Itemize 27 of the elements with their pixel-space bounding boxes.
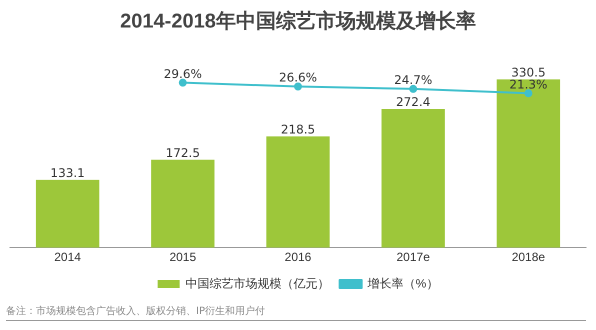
data-label: 218.5	[280, 122, 316, 137]
x-tick-label: 2015	[169, 250, 196, 264]
legend-label: 中国综艺市场规模（亿元）	[186, 276, 330, 290]
x-tick-label: 2018e	[512, 250, 546, 264]
data-label: 172.5	[166, 146, 200, 160]
point	[409, 84, 418, 93]
point	[294, 82, 302, 90]
data-label: 272.4	[396, 95, 430, 110]
bar	[151, 160, 214, 248]
data-label: 29.6%	[164, 66, 202, 81]
x-tick-label: 2017e	[396, 250, 430, 264]
point	[178, 78, 187, 87]
x-tick-label: 2014	[54, 250, 82, 264]
bar	[382, 108, 445, 248]
data-label: 133.1	[50, 166, 85, 180]
bar	[36, 180, 100, 248]
text: 备注：市场规模包含广告收入、版权分销、IP衍生和用户付	[6, 304, 586, 321]
x-tick-label: 2016	[284, 250, 312, 264]
data-label: 21.3%	[509, 77, 548, 92]
bar	[496, 79, 560, 248]
bar	[266, 136, 330, 248]
data-label: 24.7%	[394, 73, 432, 88]
data-label: 330.5	[511, 66, 546, 80]
data-label: 26.6%	[278, 70, 318, 85]
legend-label: 增长率（%）	[366, 276, 438, 290]
chart-title: 2014-2018年中国综艺市场规模及增长率	[120, 10, 476, 33]
point	[524, 89, 532, 98]
